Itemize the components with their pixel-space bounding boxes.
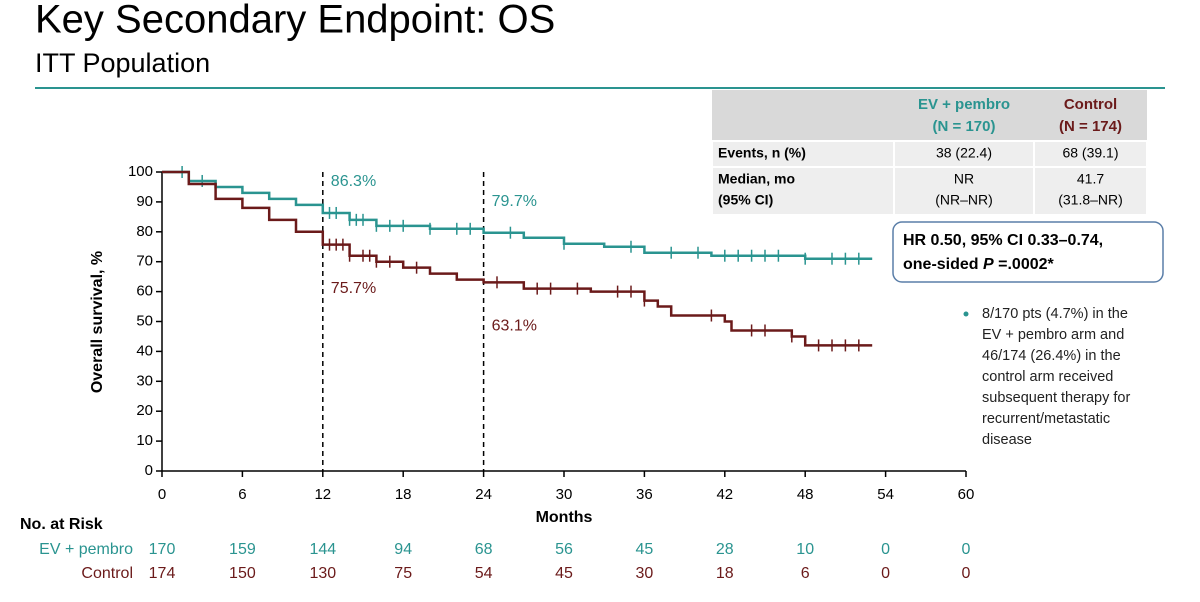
table-cell (713, 168, 893, 214)
y-tick-label: 90 (136, 193, 153, 210)
annotation: 75.7% (331, 280, 376, 297)
risk-row-name: EV + pembro (39, 541, 133, 558)
y-tick-label: 70 (136, 253, 153, 270)
x-tick-label: 54 (877, 486, 894, 503)
hr-box (892, 221, 1164, 283)
table-cell (713, 142, 893, 166)
x-tick-label: 18 (395, 486, 412, 503)
risk-count: 56 (555, 541, 573, 558)
risk-count: 54 (475, 565, 493, 582)
risk-title: No. at Risk (20, 516, 103, 533)
table-column-header: EV + pembro (918, 96, 1010, 113)
y-tick-label: 30 (136, 372, 153, 389)
x-tick-label: 30 (556, 486, 573, 503)
risk-count: 144 (309, 541, 336, 558)
table-row-label: Median, mo (718, 171, 795, 187)
annotation: 63.1% (492, 318, 537, 335)
y-tick-label: 10 (136, 432, 153, 449)
table-column-header: (N = 174) (1059, 118, 1122, 135)
x-axis-label: Months (536, 509, 593, 526)
risk-count: 6 (801, 565, 810, 582)
y-tick-label: 100 (128, 163, 153, 180)
hr-text-part: P (983, 256, 994, 273)
table-cell-text: (NR–NR) (935, 192, 993, 208)
hr-text-part: =.0002* (994, 256, 1055, 273)
risk-count: 159 (229, 541, 256, 558)
table-row-label: (95% CI) (718, 192, 773, 208)
note-line: 46/174 (26.4%) in the (982, 348, 1121, 364)
table-cell-text: 38 (22.4) (936, 145, 992, 161)
risk-count: 45 (636, 541, 654, 558)
x-tick-label: 36 (636, 486, 653, 503)
risk-count: 0 (881, 541, 890, 558)
table-cell (1035, 168, 1146, 214)
subtitle: ITT Population (35, 48, 210, 78)
table-cell-text: (31.8–NR) (1058, 192, 1123, 208)
table-row-label: Events, n (%) (718, 145, 806, 161)
bullet (963, 311, 969, 317)
x-tick-label: 48 (797, 486, 814, 503)
survival-curve (162, 170, 873, 347)
risk-count: 18 (716, 565, 734, 582)
table-cell-text: 68 (39.1) (1062, 145, 1118, 161)
risk-count: 150 (229, 565, 256, 582)
risk-count: 10 (796, 541, 814, 558)
y-tick-label: 60 (136, 283, 153, 300)
table-cell (895, 168, 1033, 214)
annotation: 86.3% (331, 173, 376, 190)
note-line: subsequent therapy for (982, 390, 1130, 406)
table-cell-text: 41.7 (1077, 171, 1104, 187)
hr-text-part: one-sided (903, 256, 983, 273)
table-cell (1035, 142, 1146, 166)
x-tick-label: 60 (958, 486, 975, 503)
title: Key Secondary Endpoint: OS (35, 0, 555, 42)
risk-count: 0 (962, 565, 971, 582)
x-tick-label: 6 (238, 486, 246, 503)
note-line: disease (982, 432, 1032, 448)
table-column-header: Control (1064, 96, 1117, 113)
note-line: EV + pembro arm and (982, 327, 1124, 343)
y-tick-label: 80 (136, 223, 153, 240)
risk-count: 170 (149, 541, 176, 558)
table-column-header: (N = 170) (933, 118, 996, 135)
table-header (712, 90, 1147, 140)
x-tick-label: 24 (475, 486, 492, 503)
table-cell-text: NR (954, 171, 974, 187)
risk-row-name: Control (81, 565, 133, 582)
risk-count: 45 (555, 565, 573, 582)
note-line: recurrent/metastatic (982, 411, 1110, 427)
risk-count: 0 (881, 565, 890, 582)
y-tick-label: 50 (136, 312, 153, 329)
hr-text: one-sided P =.0002* (903, 256, 1055, 273)
y-tick-label: 20 (136, 402, 153, 419)
x-tick-label: 12 (314, 486, 331, 503)
risk-count: 94 (394, 541, 412, 558)
hr-text: HR 0.50, 95% CI 0.33–0.74, (903, 232, 1103, 249)
annotation: 79.7% (492, 193, 537, 210)
risk-count: 174 (149, 565, 176, 582)
x-tick-label: 0 (158, 486, 166, 503)
x-tick-label: 42 (716, 486, 733, 503)
risk-count: 28 (716, 541, 734, 558)
y-tick-label: 40 (136, 342, 153, 359)
risk-count: 130 (309, 565, 336, 582)
note-line: 8/170 pts (4.7%) in the (982, 306, 1128, 322)
risk-count: 0 (962, 541, 971, 558)
risk-count: 68 (475, 541, 493, 558)
table-cell (895, 142, 1033, 166)
risk-count: 30 (636, 565, 654, 582)
risk-count: 75 (394, 565, 412, 582)
note-line: control arm received (982, 369, 1113, 385)
y-axis-label: Overall survival, % (89, 251, 106, 393)
y-tick-label: 0 (145, 462, 153, 479)
